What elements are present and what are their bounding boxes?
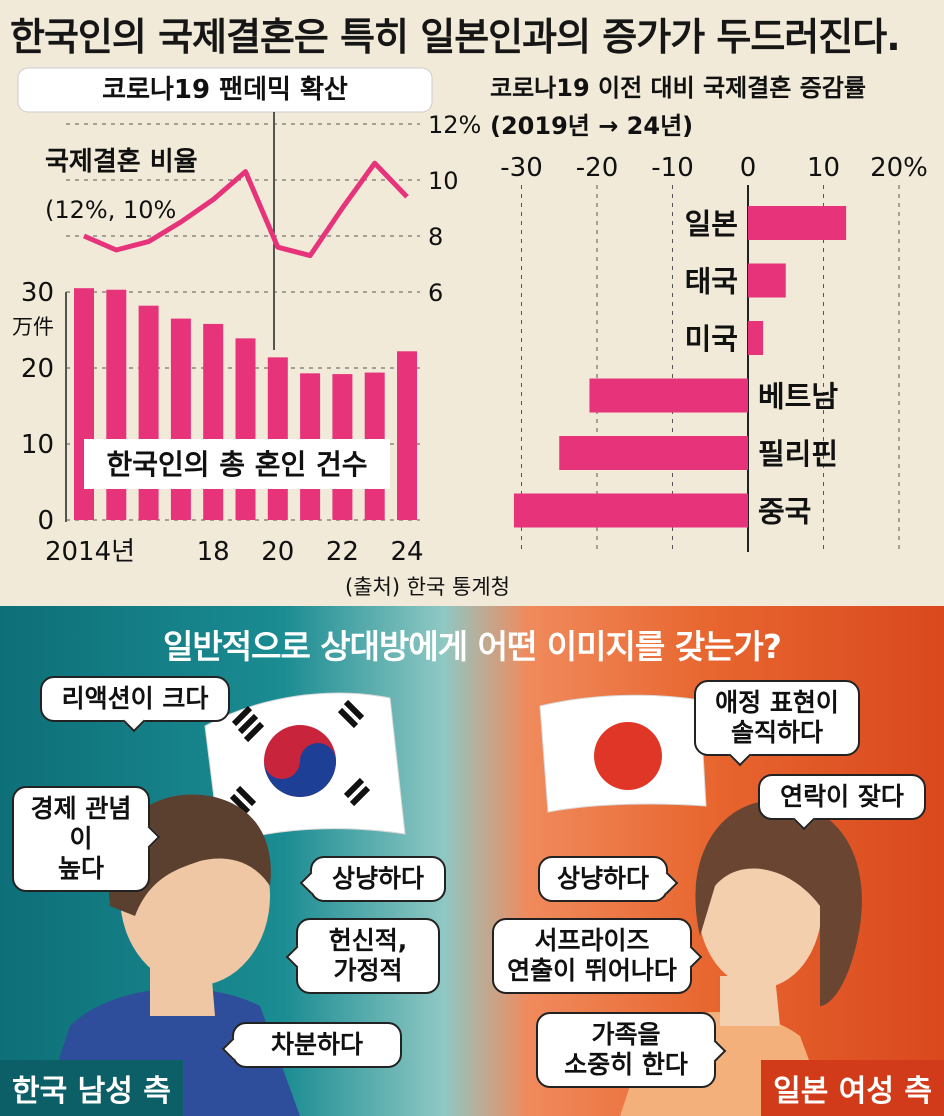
- bubble-family: 가족을 소중히 한다: [536, 1012, 716, 1088]
- change-tick-label: 20%: [870, 153, 928, 183]
- country-label: 베트남: [758, 380, 838, 414]
- marriage-count-label-box: [84, 439, 390, 489]
- year-tick-label: 22: [326, 537, 359, 567]
- change-bar: [748, 263, 786, 298]
- rate-tick-label: 10: [428, 167, 459, 195]
- japanese-female-label: 일본 여성 측: [761, 1060, 944, 1116]
- change-tick-label: 10: [807, 153, 840, 183]
- change-bar: [748, 321, 764, 355]
- change-bar: [513, 493, 748, 528]
- bubble-devoted: 헌신적, 가정적: [296, 918, 440, 994]
- country-label: 태국: [685, 265, 738, 299]
- rate-line: [83, 160, 409, 259]
- rate-tick-label: 6: [428, 279, 443, 307]
- change-tick-label: -10: [651, 153, 693, 183]
- pandemic-annotation-box: [17, 67, 433, 113]
- change-title: 코로나19 이전 대비 국제결혼 증감률: [490, 74, 866, 102]
- rate-sublabel: (12%, 10%: [45, 196, 176, 224]
- change-tick-label: -20: [576, 153, 618, 183]
- country-label: 일본: [685, 207, 738, 241]
- change-subtitle: (2019년 → 24년): [490, 112, 693, 140]
- bubble-contact: 연락이 잦다: [758, 774, 926, 820]
- change-tick-label: 0: [740, 153, 757, 183]
- rate-label: 국제결혼 비율: [45, 147, 198, 177]
- change-bar: [589, 378, 748, 413]
- change-bar: [748, 206, 847, 240]
- rate-tick-label: 8: [428, 223, 443, 251]
- korean-male-label: 한국 남성 측: [0, 1060, 183, 1116]
- image-section: 일반적으로 상대방에게 어떤 이미지를 갖는가?: [0, 606, 944, 1116]
- bubble-affection: 애정 표현이 솔직하다: [694, 680, 860, 756]
- year-tick-label: 2014년: [45, 537, 135, 567]
- year-tick-label: 20: [261, 537, 294, 567]
- change-bar: [559, 436, 748, 470]
- bubble-surprise: 서프라이즈 연출이 뛰어나다: [492, 918, 692, 994]
- bubble-reaction: 리액션이 크다: [40, 676, 230, 722]
- marriage-chart: 코로나19 팬데믹 확산 12% 10 8 6 0 10 20 30 2014년 18 20 22 2…: [12, 67, 510, 599]
- source-note: (출처) 한국 통계청: [345, 575, 510, 599]
- count-tick-label: 20: [21, 354, 54, 384]
- count-tick-label: 10: [21, 430, 54, 460]
- bubble-economy: 경제 관념이 높다: [12, 786, 150, 892]
- bubble-kind-left: 상냥하다: [310, 856, 446, 902]
- korea-flag-icon: [204, 692, 406, 847]
- country-label: 미국: [685, 322, 738, 356]
- country-label: 중국: [758, 495, 811, 529]
- japan-flag-icon: [539, 694, 707, 813]
- unit-label: 万件: [12, 315, 54, 339]
- change-chart: 코로나19 이전 대비 국제결혼 증감률 (2019년 → 24년) -30 -2…: [490, 74, 928, 552]
- count-tick-label: 0: [37, 506, 54, 536]
- rate-tick-label: 12%: [428, 111, 481, 139]
- page-title: 한국인의 국제결혼은 특히 일본인과의 증가가 두드러진다.: [10, 15, 901, 59]
- marriage-bar: [397, 351, 417, 520]
- image-question: 일반적으로 상대방에게 어떤 이미지를 갖는가?: [163, 627, 782, 666]
- year-tick-label: 24: [390, 537, 423, 567]
- year-tick-label: 18: [197, 537, 230, 567]
- bubble-kind-right: 상냥하다: [538, 856, 668, 902]
- count-tick-label: 30: [21, 278, 54, 308]
- country-label: 필리핀: [758, 437, 838, 471]
- change-tick-label: -30: [500, 153, 542, 183]
- bubble-calm: 차분하다: [232, 1022, 402, 1068]
- marriage-count-label: 한국인의 총 혼인 건수: [106, 448, 367, 481]
- pandemic-annotation: 코로나19 팬데믹 확산: [102, 75, 348, 105]
